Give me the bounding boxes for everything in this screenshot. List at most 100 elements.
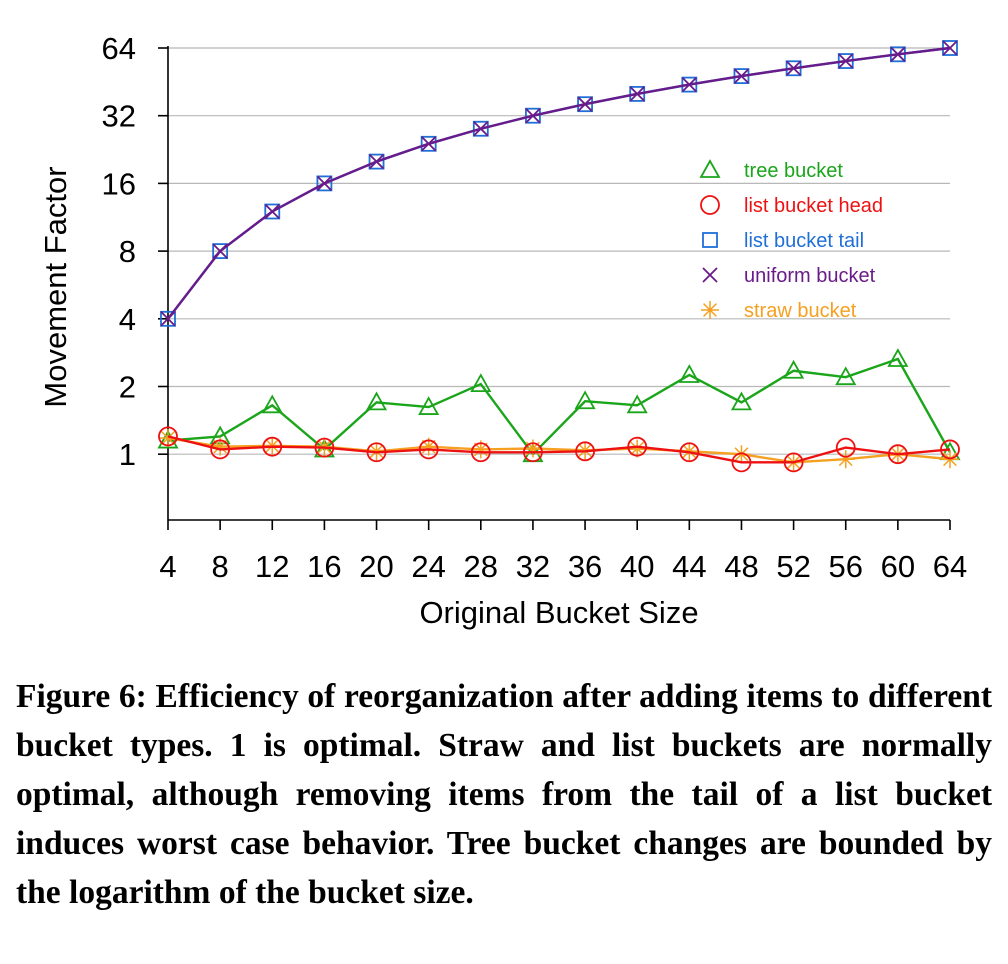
data-point: [733, 68, 750, 84]
x-tick-label: 60: [881, 549, 915, 584]
x-tick-label: 36: [568, 549, 602, 584]
data-point: [158, 426, 178, 447]
x-tick-label: 20: [359, 549, 393, 584]
y-tick-label: 8: [119, 234, 136, 269]
data-point: [420, 135, 437, 152]
y-tick-label: 2: [119, 370, 136, 405]
legend-label: list bucket tail: [744, 230, 864, 252]
data-point: [212, 243, 228, 259]
data-point: [211, 437, 230, 456]
data-point: [731, 452, 752, 473]
data-point: [421, 136, 437, 152]
data-point: [835, 437, 856, 458]
data-point: [525, 107, 541, 124]
legend-entry: uniform bucket: [702, 265, 876, 287]
series-line: [167, 46, 951, 320]
x-tick-label: 24: [411, 549, 445, 584]
data-point: [419, 437, 438, 456]
data-point: [575, 441, 595, 462]
series-tree-bucket: [157, 348, 961, 463]
data-point: [523, 442, 543, 463]
data-point: [577, 96, 593, 113]
data-point: [473, 121, 489, 137]
x-tick-label: 16: [307, 549, 341, 584]
data-point: [835, 366, 857, 386]
data-point: [887, 444, 908, 465]
y-tick-label: 1: [119, 437, 136, 472]
data-point: [783, 359, 805, 379]
y-ticks: 1 2 4 8 16 32 64: [102, 31, 168, 472]
data-point: [264, 203, 280, 220]
x-axis-label: Original Bucket Size: [419, 595, 698, 630]
y-axis-label: Movement Factor: [38, 166, 73, 407]
data-point: [838, 53, 854, 69]
x-tick-label: 4: [159, 549, 176, 584]
data-point: [470, 442, 491, 463]
data-point: [629, 86, 646, 102]
data-point: [316, 175, 333, 192]
legend-label: straw bucket: [744, 300, 857, 322]
data-point: [785, 60, 802, 76]
grid-lines: [168, 47, 950, 455]
x-tick-label: 56: [828, 549, 862, 584]
legend-entry: list bucket tail: [702, 230, 864, 252]
legend-entry: list bucket head: [700, 195, 883, 217]
legend-label: list bucket head: [744, 195, 883, 217]
data-point: [264, 203, 281, 220]
x-tick-label: 32: [516, 549, 550, 584]
x-tick-label: 48: [724, 549, 758, 584]
data-point: [629, 86, 645, 102]
data-point: [574, 390, 596, 410]
series-list-bucket-head: [158, 426, 960, 473]
x-tick-label: 64: [933, 549, 967, 584]
legend-label: tree bucket: [744, 160, 843, 182]
x-tick-label: 8: [212, 549, 229, 584]
y-tick-label: 64: [102, 31, 136, 66]
y-tick-label: 4: [119, 302, 136, 337]
data-point: [678, 364, 700, 383]
x-tick-label: 40: [620, 549, 654, 584]
data-point: [210, 439, 231, 460]
data-point: [418, 396, 440, 415]
data-point: [365, 391, 388, 411]
legend: tree bucket list bucket head list bucket t…: [699, 159, 883, 322]
x-ticks: 4 8 12 16 20 24 28 32 36 40 44 48 52 56 60 64: [159, 520, 967, 584]
data-point: [679, 442, 700, 463]
figure-caption: Figure 6: Efficiency of reorganization a…: [16, 678, 992, 911]
legend-marker: [701, 301, 719, 319]
data-point: [681, 76, 697, 93]
data-point: [262, 436, 283, 457]
data-point: [577, 96, 593, 112]
data-point: [261, 394, 283, 414]
data-series: [157, 40, 961, 473]
data-point: [418, 439, 439, 460]
legend-marker: [702, 232, 718, 248]
x-tick-label: 44: [672, 549, 706, 584]
y-tick-label: 16: [102, 166, 136, 201]
legend-label: uniform bucket: [744, 265, 876, 287]
data-point: [627, 436, 648, 457]
data-point: [316, 175, 333, 192]
data-point: [626, 394, 648, 414]
data-point: [730, 391, 753, 411]
data-point: [366, 442, 387, 463]
data-point: [470, 373, 492, 392]
x-tick-label: 12: [255, 549, 289, 584]
data-point: [160, 310, 176, 327]
data-point: [628, 439, 647, 458]
data-point: [836, 450, 855, 469]
x-tick-label: 52: [776, 549, 810, 584]
data-point: [890, 46, 906, 62]
x-tick-label: 28: [464, 549, 498, 584]
series-uniform-bucket: [160, 40, 958, 327]
data-point: [472, 120, 489, 137]
legend-marker: [699, 159, 721, 178]
data-point: [471, 440, 490, 459]
legend-entry: straw bucket: [701, 300, 857, 322]
data-point: [783, 452, 804, 473]
legend-marker: [700, 195, 720, 215]
data-point: [368, 153, 385, 170]
legend-marker: [702, 267, 718, 283]
data-point: [314, 437, 335, 458]
